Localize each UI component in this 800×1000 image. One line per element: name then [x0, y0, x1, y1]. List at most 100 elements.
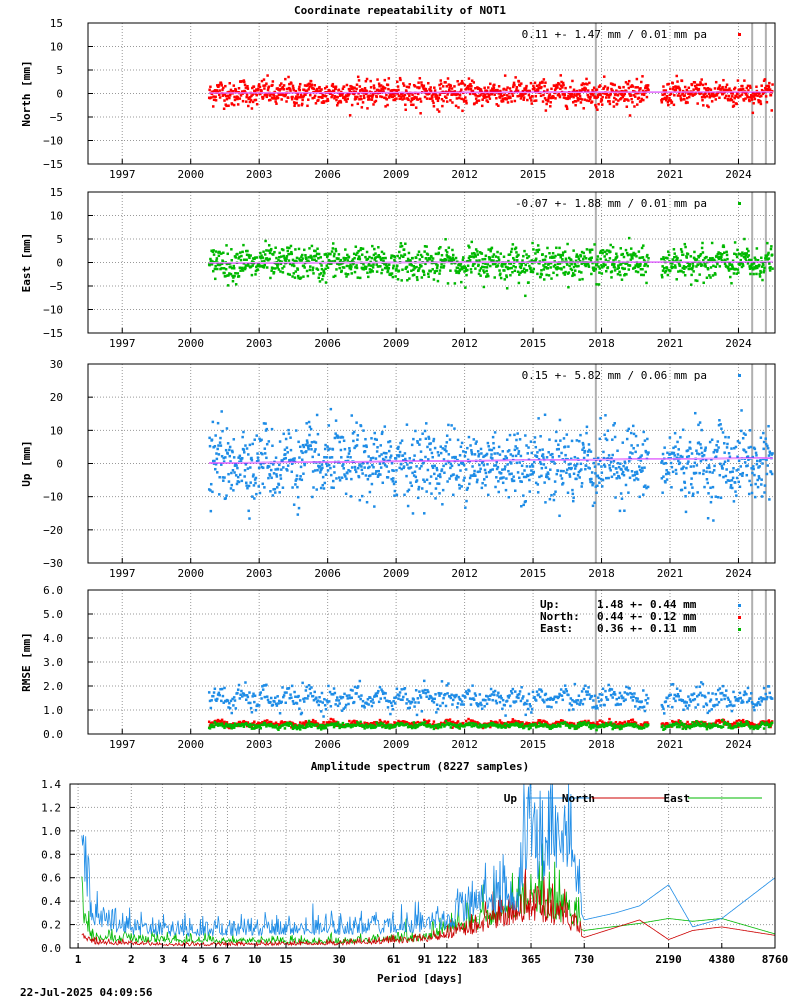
- point-up: [618, 509, 622, 513]
- rmse-point: [284, 701, 287, 705]
- point-north: [439, 82, 443, 86]
- point-east: [335, 268, 338, 271]
- point-east: [473, 253, 477, 256]
- point-east: [216, 263, 220, 267]
- x-tick-label: 1997: [109, 168, 136, 181]
- point-east: [211, 250, 215, 254]
- point-up: [474, 474, 477, 477]
- point-north: [536, 88, 540, 91]
- rmse-point: [701, 682, 705, 686]
- point-east: [290, 252, 294, 256]
- rmse-point: [448, 695, 452, 698]
- point-north: [284, 77, 287, 81]
- rmse-point: [591, 706, 594, 709]
- rmse-point: [424, 692, 428, 695]
- point-up: [432, 437, 436, 441]
- point-east: [540, 273, 544, 276]
- rmse-point: [555, 701, 558, 704]
- point-north: [472, 92, 475, 95]
- rmse-point: [685, 701, 689, 704]
- point-east: [759, 269, 762, 273]
- point-up: [570, 439, 574, 443]
- point-north: [383, 78, 387, 82]
- point-east: [470, 240, 474, 244]
- point-north: [248, 100, 252, 104]
- point-up: [697, 441, 701, 444]
- point-up: [595, 491, 598, 494]
- rmse-point: [363, 706, 366, 709]
- point-north: [601, 95, 604, 99]
- point-up: [582, 456, 586, 460]
- point-east: [546, 267, 550, 270]
- point-north: [641, 75, 644, 78]
- rmse-point: [763, 697, 767, 701]
- point-east: [727, 265, 730, 268]
- point-east: [271, 267, 275, 270]
- rmse-point: [231, 697, 234, 701]
- point-north: [701, 83, 705, 87]
- point-east: [333, 259, 337, 263]
- point-north: [671, 82, 674, 85]
- point-north: [234, 88, 238, 92]
- point-up: [585, 431, 588, 435]
- y-tick-label: −5: [50, 111, 63, 124]
- point-east: [486, 263, 490, 266]
- rmse-point: [291, 699, 295, 703]
- point-east: [215, 259, 218, 262]
- point-east: [346, 273, 350, 276]
- point-east: [743, 252, 747, 255]
- rmse-point: [708, 700, 712, 703]
- point-north: [639, 87, 642, 90]
- point-east: [640, 273, 643, 277]
- point-east: [539, 275, 542, 279]
- point-east: [679, 259, 683, 263]
- point-east: [346, 259, 349, 262]
- point-up: [677, 448, 680, 451]
- point-up: [614, 496, 617, 499]
- point-up: [209, 509, 213, 513]
- point-north: [445, 85, 449, 88]
- point-east: [497, 258, 501, 262]
- point-up: [476, 470, 480, 474]
- point-up: [258, 437, 261, 441]
- point-east: [760, 265, 764, 268]
- point-up: [421, 462, 425, 465]
- point-east: [518, 273, 521, 276]
- point-north: [641, 89, 645, 93]
- point-east: [221, 260, 225, 263]
- point-east: [715, 254, 718, 258]
- point-east: [555, 267, 558, 271]
- point-east: [247, 262, 250, 266]
- point-up: [753, 473, 756, 477]
- point-north: [514, 76, 517, 79]
- point-up: [373, 505, 376, 508]
- point-up: [360, 468, 364, 472]
- y-tick-label: −10: [43, 491, 63, 504]
- point-north: [580, 98, 584, 101]
- rmse-point: [604, 689, 607, 693]
- point-north: [242, 80, 246, 84]
- point-north: [381, 87, 385, 91]
- point-east: [371, 244, 374, 248]
- point-east: [410, 264, 414, 267]
- point-up: [478, 470, 482, 473]
- point-north: [218, 89, 221, 92]
- rmse-point: [418, 694, 422, 697]
- point-up: [552, 498, 556, 502]
- point-east: [641, 256, 645, 259]
- point-east: [578, 278, 581, 281]
- point-east: [208, 263, 212, 266]
- point-east: [605, 269, 608, 273]
- point-east: [666, 273, 670, 277]
- rmse-point: [642, 689, 645, 692]
- point-east: [224, 267, 228, 271]
- rmse-point: [598, 693, 602, 696]
- rmse-point: [576, 702, 579, 705]
- rmse-point: [438, 694, 441, 697]
- point-up: [713, 464, 716, 468]
- point-east: [472, 251, 476, 255]
- x-tick-label: 2018: [588, 168, 615, 181]
- point-north: [580, 83, 583, 87]
- rmse-point: [341, 695, 345, 699]
- point-east: [665, 267, 669, 270]
